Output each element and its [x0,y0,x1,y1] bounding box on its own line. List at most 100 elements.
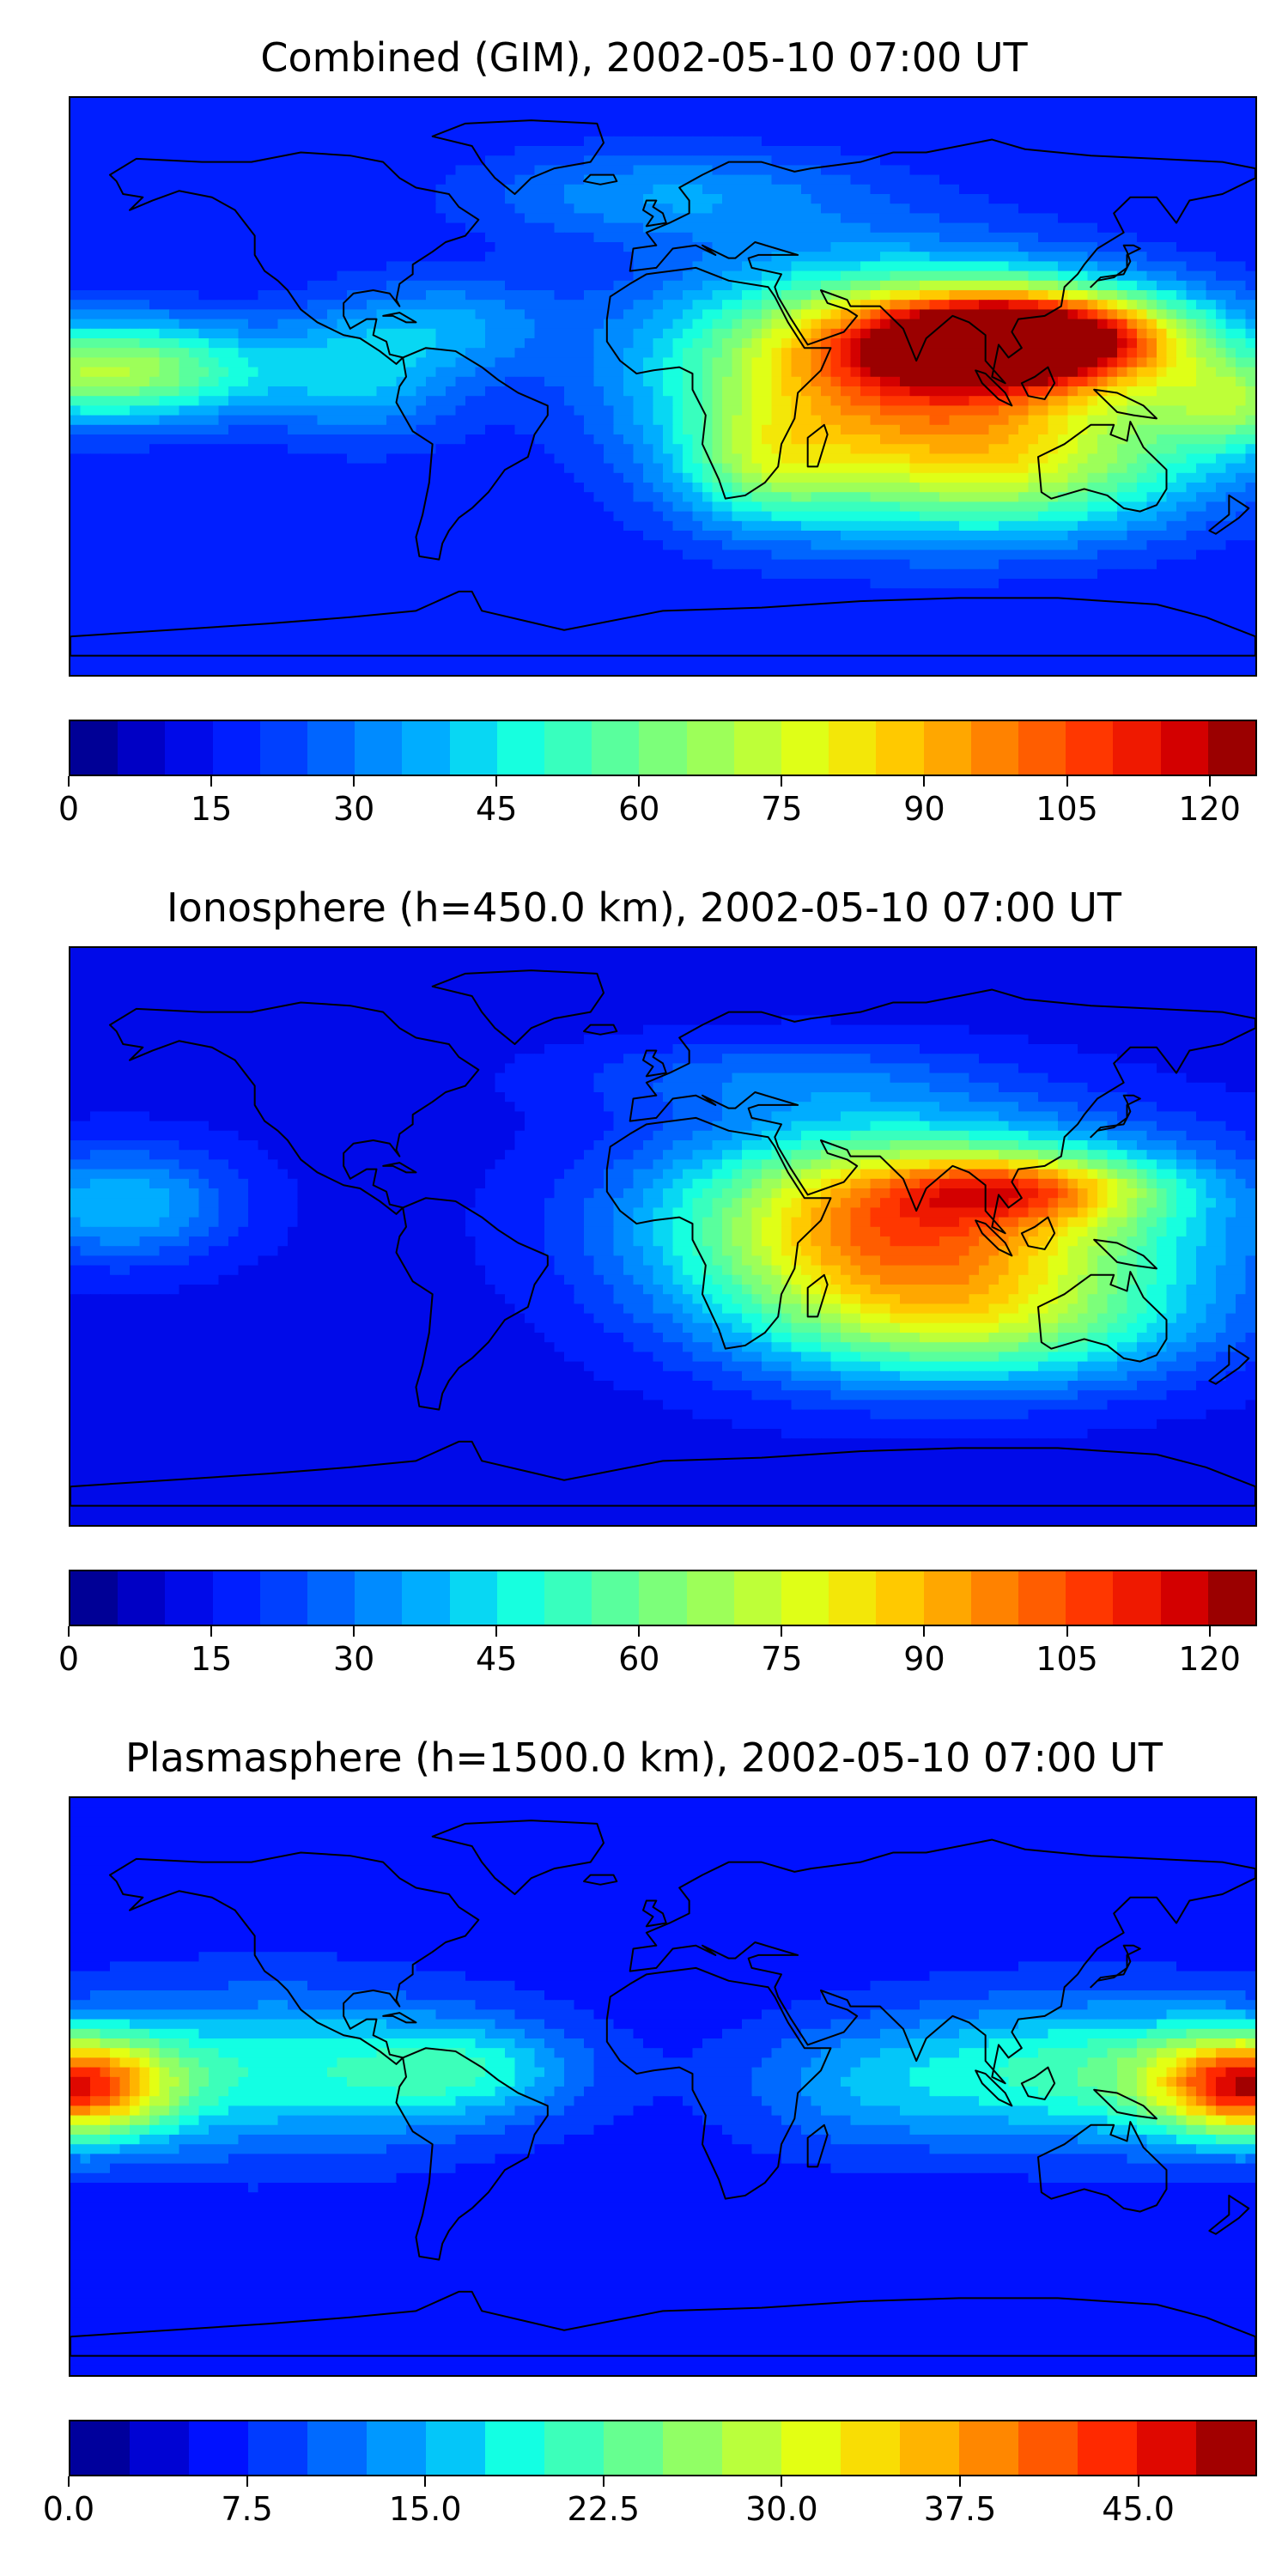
field-cell [979,415,990,426]
field-cell [1245,386,1255,397]
field-cell [416,357,427,368]
field-cell [801,472,812,483]
field-cell [514,472,526,483]
field-cell [367,136,378,147]
field-cell [1236,280,1247,291]
field-cell [939,174,951,185]
field-cell [742,280,753,291]
field-cell [1008,261,1019,272]
field-cell [179,357,190,368]
field-cell [209,492,220,502]
field-cell [633,232,644,243]
field-cell [475,107,486,118]
field-cell [742,213,753,224]
field-cell [386,204,398,214]
field-cell [999,270,1010,282]
field-cell [988,300,999,310]
field-cell [268,136,279,147]
field-cell [564,338,575,349]
field-cell [1236,136,1247,147]
field-cell [367,252,378,262]
field-cell [712,146,723,156]
field-cell [593,453,605,465]
field-cell [771,165,782,176]
field-cell [277,463,289,474]
field-cell [495,126,506,137]
field-cell [514,98,526,108]
field-cell [811,165,822,176]
field-cell [574,405,585,416]
field-cell [762,415,773,426]
field-cell [949,270,960,282]
field-cell [544,415,556,426]
field-cell [860,434,872,445]
field-cell [1137,396,1148,406]
field-cell [119,117,131,128]
field-cell [633,444,644,454]
field-cell [672,338,683,349]
field-cell [900,232,911,243]
field-cell [277,483,289,493]
field-cell [406,367,417,378]
field-cell [317,126,328,137]
field-cell [396,222,407,234]
field-cell [742,492,753,502]
field-cell [722,424,733,435]
field-cell [189,376,200,387]
field-cell [544,367,556,378]
field-cell [643,194,654,204]
field-cell [218,405,229,416]
field-cell [959,357,970,368]
field-cell [1117,386,1128,397]
field-cell [90,367,101,378]
field-cell [70,405,82,416]
field-cell [159,252,170,262]
field-cell [189,386,200,397]
field-cell [80,424,91,435]
field-cell [969,367,980,378]
field-cell [337,165,348,176]
field-cell [297,252,308,262]
field-cell [110,415,121,426]
field-cell [189,136,200,147]
field-cell [841,165,852,176]
field-cell [307,155,319,166]
field-cell [70,204,82,214]
field-cell [672,367,683,378]
field-cell [584,300,595,310]
field-cell [149,415,161,426]
field-cell [939,386,951,397]
field-cell [653,146,664,156]
field-cell [920,222,931,234]
field-cell [1038,252,1049,262]
field-cell [830,472,841,483]
field-cell [119,483,131,493]
field-cell [70,348,82,358]
field-cell [712,328,723,339]
field-cell [198,492,210,502]
field-cell [751,348,762,358]
field-cell [1048,367,1059,378]
field-cell [525,270,536,282]
field-cell [1127,174,1138,185]
field-cell [712,290,723,301]
field-cell [209,463,220,474]
field-cell [653,453,664,465]
field-cell [860,204,872,214]
field-cell [376,184,387,195]
field-cell [435,270,447,282]
field-cell [732,424,743,435]
field-cell [139,386,150,397]
field-cell [1157,165,1168,176]
field-cell [1058,367,1069,378]
field-cell [1245,165,1255,176]
field-cell [880,319,891,330]
field-cell [604,204,615,214]
field-cell [692,222,703,234]
field-cell [1176,405,1188,416]
field-cell [564,319,575,330]
field-cell [653,232,664,243]
field-cell [288,290,299,301]
field-cell [1236,117,1247,128]
field-cell [1097,146,1109,156]
